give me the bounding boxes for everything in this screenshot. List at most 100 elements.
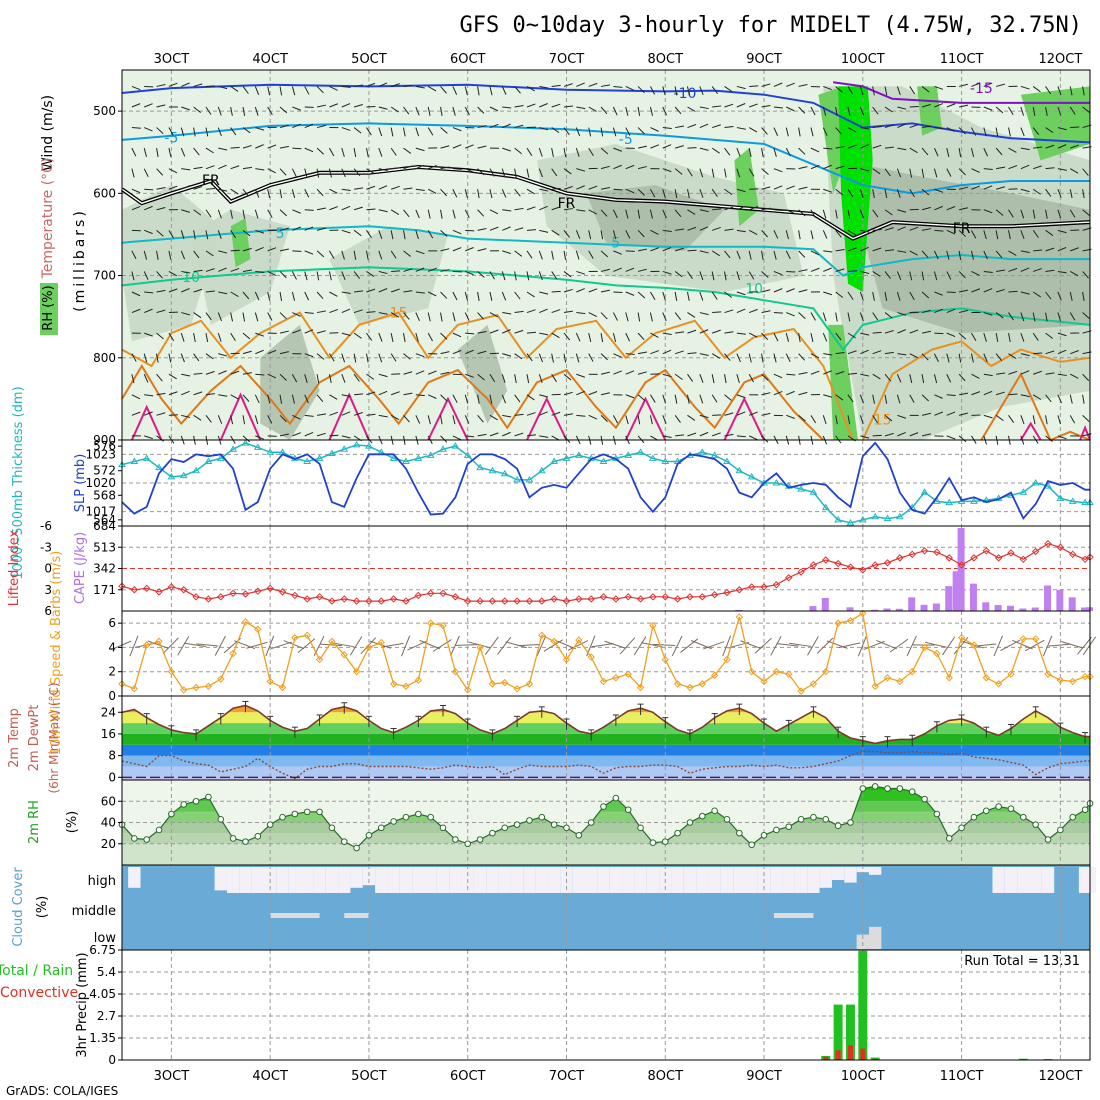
lifted-index-marker — [1081, 555, 1089, 563]
wind-speed-marker — [538, 631, 546, 639]
lifted-index-marker — [439, 589, 447, 597]
cloud-clear-high — [375, 867, 388, 893]
wind-barb — [687, 329, 697, 334]
wind-barb — [267, 312, 273, 321]
wind-barb — [687, 189, 690, 199]
wind-barb — [847, 312, 851, 322]
wind-barb — [724, 147, 731, 156]
wind-barb — [662, 209, 667, 219]
wind-barb — [1069, 394, 1073, 404]
cloud-clear-high — [794, 867, 808, 893]
wind-barb — [390, 414, 400, 421]
rh-marker — [760, 831, 768, 839]
lifted-index-marker — [352, 597, 361, 605]
wind-barb — [798, 333, 801, 343]
dewpoint-axis-label: 2m DewPt — [27, 705, 42, 772]
footer-credit: GrADS: COLA/IGES — [6, 1084, 118, 1098]
rh-marker — [427, 813, 434, 821]
wind-barb — [1057, 270, 1067, 274]
wind-barb — [971, 127, 977, 136]
lifted-index-marker — [982, 547, 990, 555]
wind-barb — [242, 332, 251, 340]
wind-barb — [872, 209, 879, 218]
wind-barb — [328, 168, 332, 178]
wind-barb — [255, 349, 264, 355]
wind-barb — [477, 145, 487, 149]
wind-barb — [390, 230, 394, 240]
wind-barb — [1008, 127, 1011, 137]
wind-barb — [983, 209, 993, 214]
wind-barb — [328, 147, 335, 157]
wind-barb — [304, 431, 314, 437]
wind-barb — [625, 106, 629, 116]
wind-barb — [403, 127, 406, 137]
wind-barb — [786, 373, 796, 376]
wind-speed-marker — [846, 617, 855, 625]
wind-barb — [254, 394, 260, 404]
wind-barb — [613, 353, 622, 358]
wind-barb — [823, 353, 833, 356]
cape-bar — [932, 603, 940, 611]
wind-barb — [391, 167, 401, 170]
wind-barb — [1082, 271, 1089, 279]
wind-barb — [983, 390, 993, 396]
wind-barb — [378, 353, 383, 363]
wind-barb — [687, 414, 696, 421]
wind-barb — [946, 374, 952, 383]
temp-axis-label: 2m Temp — [7, 708, 22, 768]
wind-barb — [897, 106, 907, 110]
cloud-clear-high — [1017, 867, 1030, 893]
thickness-marker — [365, 442, 373, 449]
rh-marker — [958, 824, 965, 832]
rh-marker — [501, 824, 509, 832]
wind-barb — [897, 329, 906, 334]
wind-barb — [316, 188, 324, 197]
rh-marker — [452, 836, 459, 843]
wind-barb — [785, 332, 790, 342]
wind-barb — [341, 271, 346, 280]
wind-barb — [477, 291, 480, 301]
wind-speed-marker — [340, 651, 348, 659]
wind-barb — [835, 146, 845, 149]
lifted-index-marker — [735, 586, 744, 594]
surface-wind-barb — [889, 638, 909, 653]
wind-barb — [489, 432, 499, 437]
wind-barb — [686, 291, 690, 301]
wind-barb — [353, 309, 363, 314]
wind-barb — [390, 312, 400, 318]
isotherm-label: -5 — [619, 132, 633, 148]
thickness-marker — [340, 445, 349, 452]
wind-barb — [712, 226, 721, 231]
wind-barb — [279, 312, 287, 320]
wind-barb — [452, 291, 458, 301]
wind-barb — [761, 148, 764, 158]
wind-barb — [329, 434, 339, 437]
wind-speed-marker — [624, 670, 632, 678]
surface-wind-barb — [177, 636, 190, 656]
surface-wind-barb — [332, 642, 355, 648]
wind-barb — [958, 250, 962, 260]
wind-speed-marker — [513, 685, 521, 693]
wind-barb — [403, 268, 413, 272]
wind-barb — [440, 229, 448, 237]
wind-barb — [477, 189, 480, 199]
wind-barb — [971, 230, 977, 239]
wind-barb — [428, 267, 437, 272]
cloud-middle-gap — [773, 913, 814, 918]
wind-barb — [1020, 370, 1030, 375]
wind-barb — [563, 271, 572, 278]
wind-barb — [403, 333, 406, 343]
wind-barb — [143, 353, 148, 363]
wind-barb — [675, 145, 684, 149]
lifted-index-marker — [698, 593, 707, 601]
wind-speed-marker — [315, 655, 324, 664]
wind-barb — [341, 435, 351, 439]
wind-barb — [600, 392, 610, 396]
wind-barb — [983, 373, 993, 377]
cloud-clear-high — [807, 867, 820, 893]
wind-barb — [761, 435, 769, 443]
wind-barb — [242, 127, 251, 134]
wind-barb — [674, 350, 684, 355]
cloud-clear-high — [745, 867, 758, 893]
rh-marker — [365, 831, 373, 839]
